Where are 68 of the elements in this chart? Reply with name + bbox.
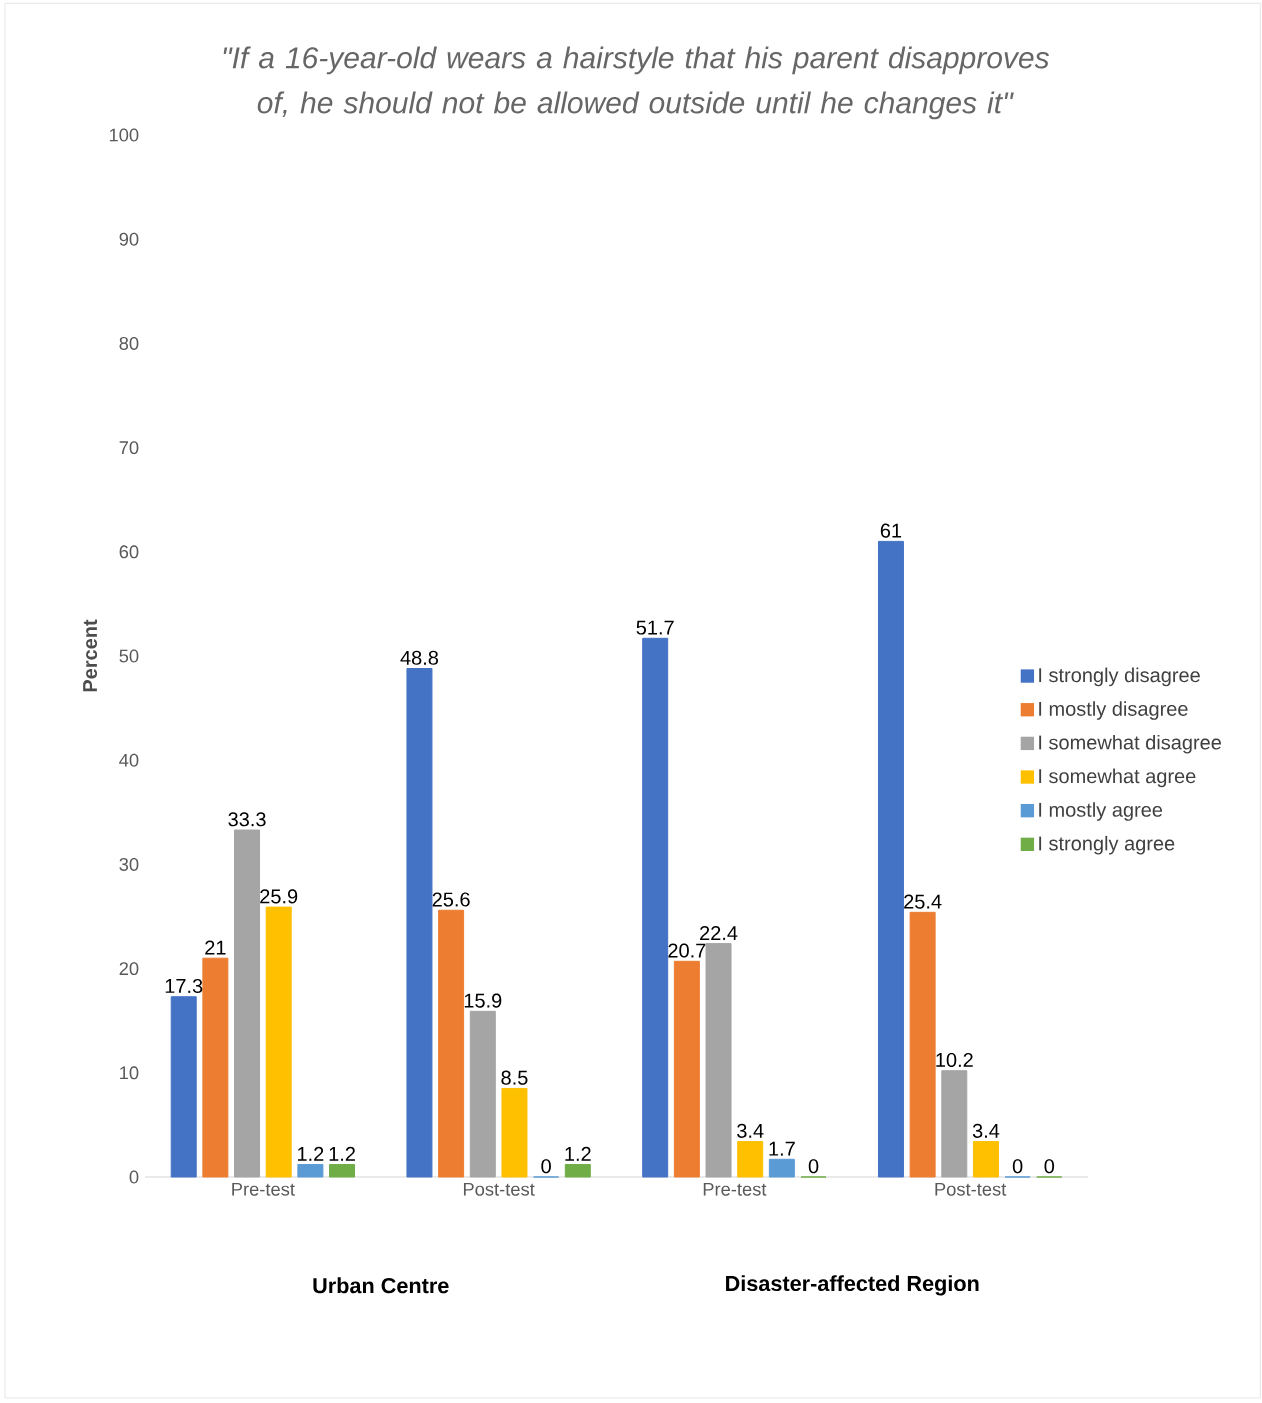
bar [909, 911, 936, 1178]
legend-label: I somewhat disagree [1039, 734, 1221, 754]
bar [329, 1163, 356, 1178]
bar [642, 637, 669, 1178]
bar [265, 906, 292, 1178]
x-tick-label: Pre-test [703, 1182, 767, 1196]
y-tick-label: 20 [119, 962, 139, 976]
text: Urban Centre [313, 1277, 449, 1294]
legend-label: I strongly disagree [1039, 667, 1200, 687]
text: Disaster-affected Region [726, 1275, 979, 1296]
bar [737, 1141, 764, 1178]
data-label: 1.2 [565, 1146, 591, 1161]
legend-label: I strongly agree [1039, 835, 1175, 855]
bar [297, 1163, 324, 1178]
bar [972, 1141, 999, 1178]
bar [170, 996, 197, 1178]
data-label: 25.6 [432, 892, 470, 907]
data-label: 0 [808, 1159, 819, 1174]
data-label: 15.9 [464, 993, 502, 1008]
data-label: 33.3 [228, 812, 266, 827]
y-tick-label: 50 [119, 649, 139, 663]
data-label: 0 [541, 1159, 551, 1174]
data-label: 22.4 [700, 925, 738, 940]
y-tick-label: 30 [119, 857, 139, 871]
x-tick-label: Pre-test [232, 1182, 295, 1196]
legend-label: I somewhat agree [1039, 768, 1196, 788]
data-label: 1.2 [297, 1146, 324, 1161]
data-label: 25.9 [260, 889, 298, 904]
data-label: 1.7 [769, 1141, 795, 1156]
data-label: 61 [880, 523, 902, 538]
bar [705, 943, 732, 1178]
data-label: 20.7 [668, 943, 706, 958]
x-tick-label: Post-test [935, 1182, 1007, 1196]
bar [469, 1010, 496, 1178]
data-label: 51.7 [636, 620, 674, 635]
y-axis-title: Percent [83, 619, 98, 692]
bar [406, 668, 433, 1178]
y-tick-label: 60 [119, 545, 139, 559]
bar [234, 829, 261, 1178]
bar [673, 960, 700, 1178]
y-tick-label: 100 [109, 128, 139, 142]
y-tick-label: 40 [119, 753, 139, 767]
y-tick-label: 0 [129, 1170, 139, 1184]
legend-label: I mostly agree [1039, 802, 1163, 821]
bar [877, 540, 904, 1178]
data-label: 8.5 [501, 1070, 528, 1085]
bar [564, 1163, 591, 1178]
data-label: 0 [1044, 1159, 1055, 1174]
x-tick-label: Post-test [463, 1182, 535, 1196]
data-label: 0 [1012, 1159, 1023, 1174]
legend-label: I mostly disagree [1039, 701, 1188, 720]
bar [501, 1087, 528, 1178]
data-label: 25.4 [904, 894, 942, 909]
data-label: 21 [205, 940, 226, 955]
bar [438, 909, 465, 1178]
bar [941, 1070, 968, 1178]
bar [768, 1158, 795, 1178]
y-tick-label: 80 [119, 336, 139, 350]
y-tick-label: 10 [120, 1066, 139, 1080]
chart-title: "If a 16-year-old wears a hairstyle that his parent disapproves of, he should not be allowed outside until he changes it" [223, 46, 1049, 120]
data-label: 3.4 [737, 1123, 764, 1138]
bar [202, 957, 229, 1178]
data-label: 3.4 [972, 1123, 1000, 1138]
data-label: 1.2 [329, 1146, 355, 1161]
y-tick-label: 90 [119, 232, 139, 246]
y-tick-label: 70 [119, 441, 139, 455]
data-label: 10.2 [936, 1052, 973, 1068]
data-label: 48.8 [400, 650, 439, 665]
